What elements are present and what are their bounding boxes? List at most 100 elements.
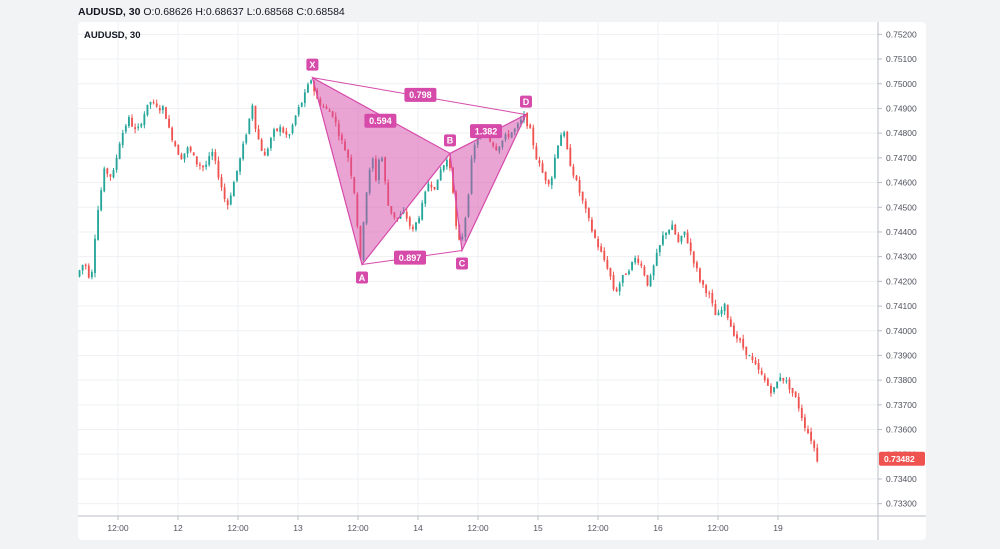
last-price-label: 0.73482 <box>884 454 915 464</box>
chart-panel[interactable]: 0.75200 0.75100 0.75000 0.74900 0.74800 0.747… <box>78 22 926 540</box>
candle-body <box>742 338 745 348</box>
candle-body <box>655 252 658 266</box>
y-tick-label: 0.75000 <box>886 79 917 89</box>
candle-body <box>606 259 609 269</box>
candle-body <box>134 127 137 129</box>
candle-body <box>285 131 288 135</box>
candle-body <box>791 387 794 393</box>
candle-body <box>581 191 584 201</box>
candle-body <box>640 263 643 266</box>
y-tick-label: 0.73400 <box>886 474 917 484</box>
candle-body <box>236 170 238 181</box>
y-tick-label: 0.74400 <box>886 227 917 237</box>
candle-body <box>251 105 254 119</box>
candle-body <box>699 268 701 282</box>
candle-body <box>202 165 204 168</box>
candle-body <box>115 157 118 170</box>
candle-body <box>186 147 189 154</box>
candle-body <box>609 267 612 277</box>
x-tick-label: 12 <box>173 523 183 533</box>
candle-body <box>449 158 451 169</box>
candle-body <box>266 148 269 156</box>
candle-body <box>649 275 652 287</box>
pattern-ratio-label: 0.897 <box>399 253 422 263</box>
candle-body <box>405 211 408 219</box>
candle-body <box>152 102 155 104</box>
y-tick-label: 0.73300 <box>886 499 917 509</box>
candle-body <box>100 190 103 211</box>
candle-body <box>646 274 649 286</box>
candle-body <box>263 152 266 156</box>
candle-body <box>137 126 140 128</box>
candle-body <box>418 218 421 223</box>
price-chart[interactable]: 0.75200 0.75100 0.75000 0.74900 0.74800 0.747… <box>78 22 926 540</box>
candle-body <box>794 391 797 397</box>
last-price-tag <box>879 451 925 466</box>
candle-body <box>143 114 146 126</box>
candle-body <box>294 115 297 125</box>
candle-body <box>739 338 742 341</box>
candle-body <box>807 429 809 433</box>
candle-body <box>668 230 671 234</box>
y-tick-label: 0.73800 <box>886 375 917 385</box>
candle-body <box>165 107 167 119</box>
candle-body <box>751 356 754 360</box>
candle-body <box>779 377 782 381</box>
pattern-point-label: X <box>309 60 315 70</box>
candle-body <box>578 180 581 193</box>
candle-body <box>745 346 748 355</box>
candle-body <box>436 179 439 190</box>
candle-body <box>603 250 606 260</box>
x-tick-label: 12:00 <box>227 523 249 533</box>
candle-body <box>211 152 214 157</box>
candle-body <box>532 127 535 146</box>
x-tick-label: 16 <box>653 523 663 533</box>
candle-body <box>158 108 161 111</box>
candle-body <box>273 129 275 137</box>
candle-body <box>600 246 603 252</box>
candle-body <box>183 153 186 160</box>
candle-body <box>171 127 174 141</box>
pattern-ratio-box <box>394 250 426 265</box>
candle-body <box>282 127 285 133</box>
candle-body <box>174 141 177 146</box>
candle-body <box>242 143 245 159</box>
symbol-label: AUDUSD, 30 <box>84 30 141 41</box>
candle-body <box>665 232 667 236</box>
candle-body <box>297 107 300 115</box>
candle-body <box>557 145 559 159</box>
candle-body <box>307 84 309 93</box>
pattern-point-label: B <box>447 136 454 146</box>
candle-body <box>776 381 779 389</box>
candle-body <box>714 303 717 316</box>
candle-body <box>248 118 251 134</box>
candle-body <box>310 80 312 84</box>
pattern-point-box <box>520 95 532 108</box>
x-tick-label: 15 <box>533 523 543 533</box>
candle-body <box>773 387 775 392</box>
candle-body <box>192 152 195 156</box>
candle-body <box>785 380 788 382</box>
candle-body <box>569 147 572 167</box>
y-tick-label: 0.74600 <box>886 178 917 188</box>
header-symbol: AUDUSD, 30 <box>78 6 141 18</box>
candle-body <box>87 265 90 278</box>
candle-body <box>720 310 723 315</box>
candle-body <box>689 242 692 252</box>
y-tick-label: 0.74000 <box>886 326 917 336</box>
candle-body <box>433 186 436 190</box>
x-tick-label: 13 <box>293 523 303 533</box>
pattern-point-box <box>306 58 319 71</box>
candle-body <box>597 238 600 248</box>
pattern-ratio-box <box>364 113 397 128</box>
x-tick-label: 14 <box>413 523 423 533</box>
candle-body <box>628 271 630 275</box>
candle-body <box>686 232 689 244</box>
candle-body <box>770 385 772 394</box>
candle-body <box>411 226 414 230</box>
candle-body <box>760 370 763 375</box>
candle-body <box>226 200 229 206</box>
candle-body <box>677 234 680 242</box>
x-tick-label: 12:00 <box>467 523 489 533</box>
candle-body <box>214 151 217 161</box>
